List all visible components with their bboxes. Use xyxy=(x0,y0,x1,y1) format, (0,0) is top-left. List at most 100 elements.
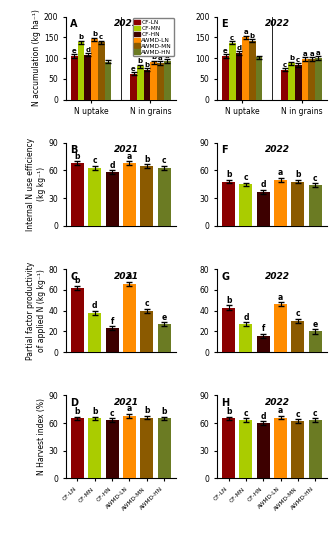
Text: d: d xyxy=(236,45,242,51)
Text: 2021: 2021 xyxy=(114,145,139,155)
Text: a: a xyxy=(127,404,132,414)
Text: c: c xyxy=(313,409,317,418)
Text: e: e xyxy=(161,312,167,322)
Bar xyxy=(309,185,322,226)
Bar xyxy=(256,57,262,100)
Text: b: b xyxy=(92,31,97,37)
Text: c: c xyxy=(110,409,115,418)
Text: e: e xyxy=(131,66,136,72)
Bar xyxy=(137,67,144,100)
Bar xyxy=(308,59,315,100)
Text: G: G xyxy=(221,272,230,282)
Bar xyxy=(236,53,242,100)
Text: b: b xyxy=(161,407,167,416)
Bar xyxy=(123,163,136,226)
Legend: CF-LN, CF-MN, CF-HN, AWMD-LN, AWMD-MN, AWMD-HN: CF-LN, CF-MN, CF-HN, AWMD-LN, AWMD-MN, A… xyxy=(133,18,174,56)
Bar xyxy=(315,58,322,100)
Text: 2022: 2022 xyxy=(265,145,290,155)
Text: D: D xyxy=(70,398,79,408)
Text: a: a xyxy=(165,53,170,59)
Text: a: a xyxy=(309,51,314,57)
Text: b: b xyxy=(250,32,255,38)
Bar xyxy=(140,166,153,226)
Text: 2022: 2022 xyxy=(265,19,290,28)
Text: d: d xyxy=(92,301,98,310)
Text: f: f xyxy=(111,317,114,326)
Bar xyxy=(222,307,235,352)
Bar xyxy=(91,40,98,100)
Text: 2021: 2021 xyxy=(114,272,139,280)
Text: b: b xyxy=(144,406,149,415)
Bar xyxy=(88,313,101,352)
Bar xyxy=(71,419,84,478)
Bar xyxy=(123,416,136,478)
Bar xyxy=(291,321,304,352)
Text: a: a xyxy=(316,50,321,56)
Text: c: c xyxy=(99,34,103,40)
Text: d: d xyxy=(109,161,115,170)
Text: d: d xyxy=(243,312,249,322)
Bar xyxy=(106,172,118,226)
Text: b: b xyxy=(144,155,149,163)
Text: a: a xyxy=(303,51,307,57)
Bar xyxy=(242,37,249,100)
Text: e: e xyxy=(313,320,318,329)
Bar xyxy=(157,419,171,478)
Bar xyxy=(257,192,270,226)
Text: 2022: 2022 xyxy=(265,398,290,407)
Bar xyxy=(281,70,288,100)
Text: a: a xyxy=(278,168,283,178)
Text: e: e xyxy=(72,48,77,54)
Bar xyxy=(240,420,252,478)
Bar xyxy=(222,419,235,478)
Bar xyxy=(309,420,322,478)
Text: e: e xyxy=(223,48,228,54)
Bar xyxy=(144,70,150,100)
Bar xyxy=(164,61,171,100)
Bar xyxy=(71,288,84,352)
Bar xyxy=(98,42,105,100)
Bar xyxy=(130,74,137,100)
Text: f: f xyxy=(262,324,265,333)
Text: C: C xyxy=(70,272,78,282)
Bar xyxy=(71,163,84,226)
Text: c: c xyxy=(230,35,234,41)
Bar xyxy=(106,420,118,478)
Text: 2021: 2021 xyxy=(114,398,139,407)
Bar xyxy=(291,421,304,478)
Text: b: b xyxy=(92,407,98,416)
Text: b: b xyxy=(75,276,80,285)
Text: c: c xyxy=(313,174,317,183)
Text: c: c xyxy=(296,310,300,318)
Text: c: c xyxy=(296,57,300,63)
Text: a: a xyxy=(127,272,132,281)
Text: c: c xyxy=(162,156,166,166)
Bar xyxy=(295,65,302,100)
Text: c: c xyxy=(92,156,97,166)
Text: b: b xyxy=(226,407,231,416)
Text: b: b xyxy=(145,62,149,68)
Bar xyxy=(71,56,78,100)
Text: a: a xyxy=(243,29,248,35)
Y-axis label: N Harvest index (%): N Harvest index (%) xyxy=(37,398,46,475)
Text: F: F xyxy=(221,145,228,155)
Bar xyxy=(84,54,91,100)
Bar xyxy=(257,423,270,478)
Text: b: b xyxy=(75,407,80,416)
Text: d: d xyxy=(260,180,266,189)
Text: b: b xyxy=(226,170,231,179)
Text: E: E xyxy=(221,19,228,29)
Text: H: H xyxy=(221,398,230,408)
Bar xyxy=(88,168,101,226)
Text: b: b xyxy=(79,34,83,40)
Text: b: b xyxy=(289,56,294,62)
Bar xyxy=(274,180,287,226)
Bar xyxy=(274,417,287,478)
Text: B: B xyxy=(70,145,78,155)
Bar xyxy=(78,42,84,100)
Bar xyxy=(257,336,270,352)
Text: d: d xyxy=(260,412,266,421)
Bar xyxy=(157,324,171,352)
Text: c: c xyxy=(145,299,149,308)
Bar xyxy=(157,63,164,100)
